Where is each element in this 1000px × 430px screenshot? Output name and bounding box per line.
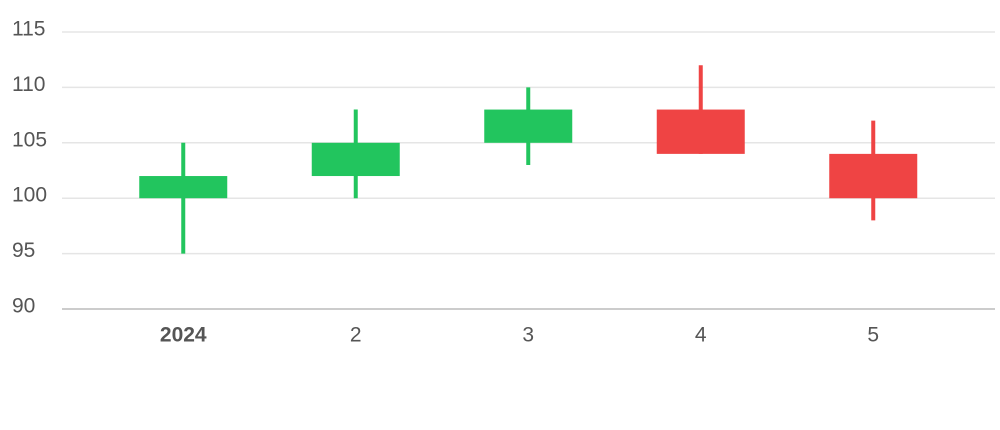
y-tick-label: 105 bbox=[12, 128, 47, 151]
candle-body bbox=[656, 109, 745, 154]
candle-body bbox=[311, 142, 400, 177]
y-tick-label: 115 bbox=[12, 18, 45, 41]
x-tick-label: 3 bbox=[522, 324, 534, 347]
candle-body bbox=[829, 153, 918, 199]
y-tick-label: 90 bbox=[12, 295, 35, 318]
x-tick-label: 5 bbox=[867, 324, 879, 347]
y-tick-label: 95 bbox=[12, 239, 35, 262]
x-tick-label: 2024 bbox=[160, 324, 207, 347]
candle-body bbox=[139, 176, 228, 199]
candle-body bbox=[484, 109, 573, 143]
y-tick-label: 110 bbox=[12, 73, 45, 96]
x-tick-label: 2 bbox=[350, 324, 362, 347]
x-tick-label: 4 bbox=[695, 324, 707, 347]
y-tick-label: 100 bbox=[12, 184, 47, 207]
